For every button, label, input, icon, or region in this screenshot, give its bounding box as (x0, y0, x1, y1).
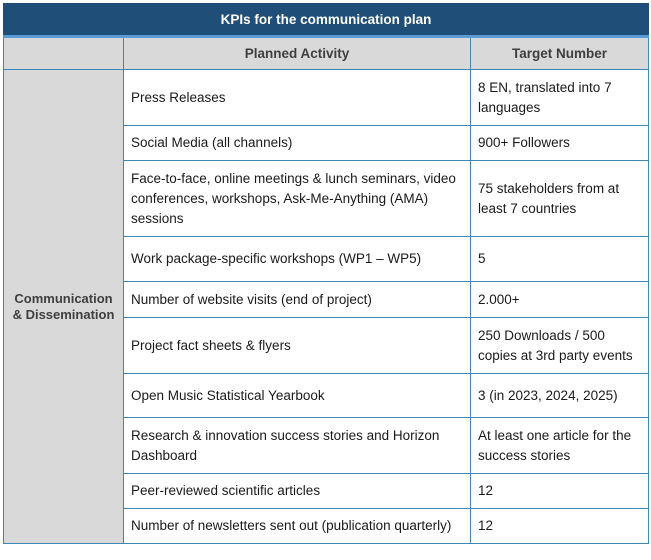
target-cell: 75 stakeholders from at least 7 countrie… (469, 160, 650, 237)
table-row: Face-to-face, online meetings & lunch se… (4, 160, 650, 237)
target-cell: 8 EN, translated into 7 languages (469, 69, 650, 126)
kpi-table: KPIs for the communication plan Planned … (2, 3, 650, 544)
activity-cell: Face-to-face, online meetings & lunch se… (123, 160, 471, 237)
activity-cell: Project fact sheets & flyers (123, 317, 471, 374)
target-cell: 250 Downloads / 500 copies at 3rd party … (469, 317, 650, 374)
target-cell: At least one article for the success sto… (469, 417, 650, 474)
target-cell: 900+ Followers (469, 125, 650, 161)
header-target-number: Target Number (469, 36, 650, 70)
table-title: KPIs for the communication plan (2, 3, 650, 38)
target-cell: 12 (469, 508, 650, 544)
activity-cell: Work package-specific workshops (WP1 – W… (123, 236, 471, 282)
activity-cell: Open Music Statistical Yearbook (123, 373, 471, 418)
header-corner (3, 36, 124, 70)
table-row: Number of website visits (end of project… (4, 281, 650, 318)
header-planned-activity: Planned Activity (123, 36, 471, 70)
activity-cell: Number of website visits (end of project… (123, 281, 471, 318)
table-row: Communication & Dissemination Press Rele… (3, 69, 650, 544)
table-row: Number of newsletters sent out (publicat… (4, 508, 650, 544)
kpi-table-container: KPIs for the communication plan Planned … (2, 3, 650, 544)
target-cell: 12 (469, 473, 650, 509)
target-cell: 3 (in 2023, 2024, 2025) (469, 373, 650, 418)
activity-cell: Press Releases (123, 69, 471, 126)
target-cell: 5 (469, 236, 650, 282)
table-row: Open Music Statistical Yearbook 3 (in 20… (4, 373, 650, 418)
table-row: Research & innovation success stories an… (4, 417, 650, 474)
table-row: Social Media (all channels) 900+ Followe… (4, 125, 650, 161)
activity-cell: Social Media (all channels) (123, 125, 471, 161)
activity-cell: Number of newsletters sent out (publicat… (123, 508, 471, 544)
activity-cell: Peer-reviewed scientific articles (123, 473, 471, 509)
category-cell: Communication & Dissemination (3, 69, 124, 544)
activity-cell: Research & innovation success stories an… (123, 417, 471, 474)
target-cell: 2.000+ (469, 281, 650, 318)
table-row: Project fact sheets & flyers 250 Downloa… (4, 317, 650, 374)
